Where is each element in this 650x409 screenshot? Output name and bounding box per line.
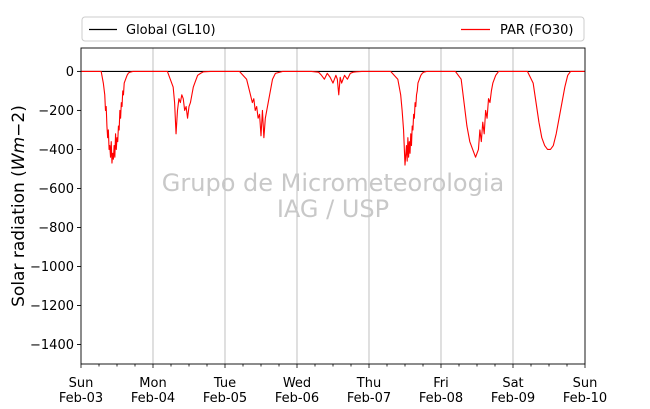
legend-label-par: PAR (FO30) — [500, 23, 573, 38]
x-tick-label-day: Thu — [356, 376, 381, 391]
x-tick-label-date: Feb-06 — [275, 391, 319, 406]
watermark-line-1: Grupo de Micrometeorologia — [162, 169, 504, 197]
x-tick-label-day: Sat — [502, 376, 523, 391]
x-tick-label-date: Feb-04 — [131, 391, 175, 406]
grid-lines — [152, 48, 514, 364]
y-axis-label-math: Wm — [9, 137, 29, 170]
x-tick-label-date: Feb-10 — [563, 391, 607, 406]
y-axis-label-text: Solar radiation ( — [9, 170, 29, 307]
legend-frame — [81, 16, 585, 42]
y-tick-label: −600 — [38, 182, 74, 197]
x-tick-label-day: Tue — [213, 376, 236, 391]
plot-area — [81, 70, 585, 166]
x-tick-label-date: Feb-09 — [491, 391, 535, 406]
x-tick-label-day: Fri — [433, 376, 449, 391]
y-axis: 0 −200 −400 −600 −800 −1000 −1200 −1400 — [30, 65, 81, 353]
x-tick-label-date: Feb-05 — [203, 391, 247, 406]
x-tick-label-day: Mon — [139, 376, 166, 391]
y-axis-label: Solar radiation (Wm−2) — [9, 105, 29, 307]
x-tick-label-day: Sun — [573, 376, 598, 391]
y-tick-label: −1400 — [30, 338, 74, 353]
y-tick-label: 0 — [66, 65, 74, 80]
x-tick-label-day: Sun — [69, 376, 94, 391]
legend: Global (GL10) PAR (FO30) — [81, 16, 585, 42]
y-axis-label-close: ) — [9, 105, 29, 112]
series-line-1 — [81, 70, 585, 166]
x-tick-label-day: Wed — [283, 376, 311, 391]
x-axis: SunFeb-03MonFeb-04TueFeb-05WedFeb-06ThuF… — [59, 364, 607, 406]
y-tick-label: −200 — [38, 104, 74, 119]
y-axis-label-exponent: −2 — [9, 112, 29, 137]
y-tick-label: −400 — [38, 143, 74, 158]
legend-label-global: Global (GL10) — [126, 23, 216, 38]
x-tick-label-date: Feb-03 — [59, 391, 103, 406]
y-tick-label: −800 — [38, 221, 74, 236]
x-tick-label-date: Feb-08 — [419, 391, 463, 406]
y-tick-label: −1200 — [30, 299, 74, 314]
x-tick-label-date: Feb-07 — [347, 391, 391, 406]
y-tick-label: −1000 — [30, 260, 74, 275]
watermark-line-2: IAG / USP — [277, 195, 389, 223]
